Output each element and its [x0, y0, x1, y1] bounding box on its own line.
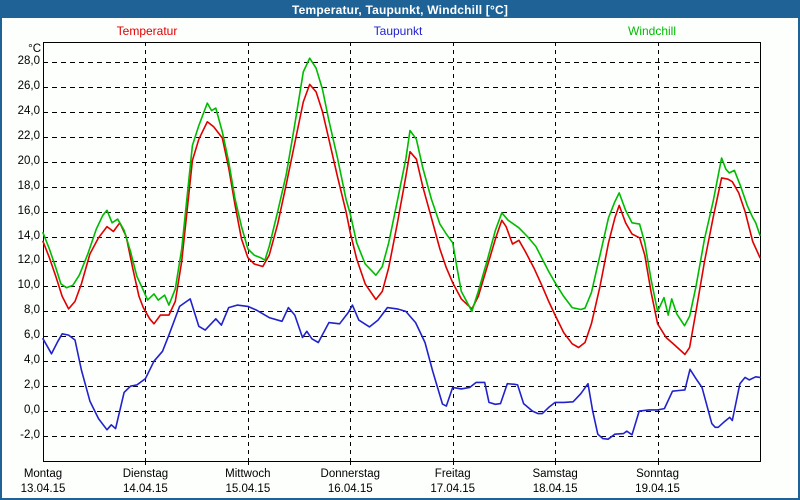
y-tick-label: 4,0: [24, 354, 40, 367]
day-date: 13.04.15: [20, 483, 66, 495]
day-date: 16.04.15: [327, 483, 373, 495]
day-name: Mittwoch: [225, 468, 271, 480]
x-day-label: Sonntag 19.04.15: [603, 467, 713, 497]
y-tick-label: 16,0: [17, 204, 40, 217]
y-tick-label: 26,0: [17, 79, 40, 92]
y-tick-label: 10,0: [17, 279, 40, 292]
day-name: Donnerstag: [320, 468, 381, 480]
y-tick-label: 20,0: [17, 154, 40, 167]
y-tick-label: 28,0: [17, 54, 40, 67]
y-tick-label: 14,0: [17, 229, 40, 242]
day-name: Freitag: [434, 468, 471, 480]
x-day-label: Dienstag 14.04.15: [90, 467, 200, 497]
y-axis-unit: °C: [28, 43, 41, 55]
y-tick-label: 24,0: [17, 104, 40, 117]
day-name: Samstag: [532, 468, 578, 480]
x-day-label: Mittwoch 15.04.15: [193, 467, 303, 497]
day-name: Sonntag: [636, 468, 679, 480]
y-tick-label: 22,0: [17, 129, 40, 142]
plot-border: [43, 42, 761, 462]
day-date: 18.04.15: [532, 483, 578, 495]
legend-temperatur: Temperatur: [116, 24, 178, 38]
series-line-taupunkt: [42, 298, 761, 441]
y-tick-label: 8,0: [24, 304, 40, 317]
day-date: 19.04.15: [635, 483, 680, 495]
y-tick-label: 18,0: [17, 179, 40, 192]
chart-title: Temperatur, Taupunkt, Windchill [°C]: [291, 3, 509, 17]
day-date: 17.04.15: [430, 483, 476, 495]
y-tick-label: 0,0: [24, 404, 40, 417]
y-tick-label: -2,0: [20, 429, 40, 442]
legend-taupunkt: Taupunkt: [373, 24, 423, 38]
day-name: Montag: [23, 468, 63, 480]
y-tick-label: 2,0: [24, 379, 40, 392]
series-line-windchill: [42, 57, 761, 327]
y-tick-label: 12,0: [17, 254, 40, 267]
x-day-label: Donnerstag 16.04.15: [295, 467, 405, 497]
y-tick-label: 6,0: [24, 329, 40, 342]
title-bar: Temperatur, Taupunkt, Windchill [°C]: [2, 2, 798, 18]
series-line-temperatur: [42, 83, 761, 356]
x-day-label: Montag 13.04.15: [2, 467, 98, 497]
legend-windchill: Windchill: [627, 24, 677, 38]
x-day-label: Samstag 18.04.15: [500, 467, 610, 497]
day-date: 15.04.15: [225, 483, 271, 495]
x-day-label: Freitag 17.04.15: [398, 467, 508, 497]
day-date: 14.04.15: [123, 483, 168, 495]
day-name: Dienstag: [122, 468, 169, 480]
